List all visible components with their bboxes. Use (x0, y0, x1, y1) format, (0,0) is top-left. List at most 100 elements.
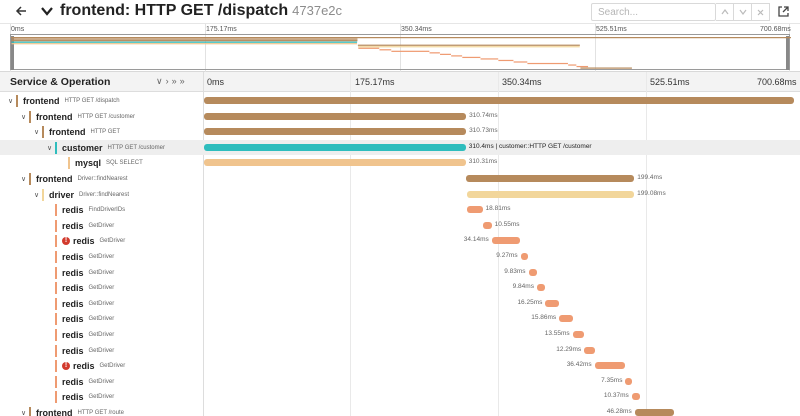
span-name-cell[interactable]: redis GetDriver (47, 360, 125, 373)
column-divider[interactable] (203, 72, 204, 416)
span-bar[interactable] (482, 221, 492, 229)
span-row[interactable]: ∨ frontend HTTP GET /route 46.28ms (0, 405, 800, 416)
span-duration-label: 7.35ms (601, 376, 623, 384)
span-bar[interactable] (466, 206, 483, 214)
span-row[interactable]: redis GetDriver 12.29ms (0, 343, 800, 359)
external-link-icon[interactable] (777, 5, 790, 18)
span-row[interactable]: redis GetDriver 9.84ms (0, 280, 800, 296)
span-name-cell[interactable]: redis GetDriver (47, 344, 114, 357)
span-name-cell[interactable]: ∨ frontend Driver::findNearest (21, 173, 128, 185)
operation-name: FindDriverIDs (88, 207, 126, 214)
span-bar[interactable] (466, 175, 635, 182)
span-name-cell[interactable]: redis GetDriver (47, 391, 114, 404)
minimap-left-handle[interactable] (11, 36, 14, 70)
span-row[interactable]: redis GetDriver 34.14ms (0, 233, 800, 249)
span-row[interactable]: ∨ customer HTTP GET /customer 310.4ms | cus… (0, 139, 800, 156)
span-bar[interactable] (204, 112, 467, 120)
error-icon (62, 361, 70, 371)
span-name-cell[interactable]: ∨ frontend HTTP GET /customer (21, 110, 135, 123)
span-duration-label: 36.42ms (566, 361, 592, 369)
span-row[interactable]: ∨ frontend Driver::findNearest 199.4ms (0, 171, 800, 187)
expand-one-icon[interactable]: › (165, 76, 172, 86)
prev-result-button[interactable] (716, 3, 734, 21)
collapse-all-icon[interactable]: » (171, 76, 180, 86)
search-input[interactable] (591, 3, 716, 21)
span-name-cell[interactable]: redis GetDriver (47, 251, 114, 263)
chevron-down-icon[interactable]: ∨ (21, 176, 27, 183)
span-bar[interactable] (204, 159, 466, 167)
span-row[interactable]: redis GetDriver 9.27ms (0, 249, 800, 265)
span-row[interactable]: redis FindDriverIDs 18.81ms (0, 202, 800, 218)
span-bar[interactable] (204, 143, 466, 151)
chevron-down-icon[interactable]: ∨ (8, 98, 14, 105)
span-bar[interactable] (466, 190, 635, 198)
span-bar[interactable] (634, 409, 674, 416)
span-bar[interactable] (572, 331, 585, 338)
span-name-cell[interactable]: mysql SQL SELECT (60, 157, 143, 170)
span-row[interactable]: redis GetDriver 15.86ms (0, 311, 800, 327)
span-row[interactable]: ∨ frontend HTTP GET /customer 310.74ms (0, 109, 800, 125)
span-name-cell[interactable]: ∨ driver Driver::findNearest (34, 188, 129, 201)
span-bar[interactable] (204, 128, 467, 136)
span-name-cell[interactable]: redis GetDriver (47, 375, 114, 388)
span-name-cell[interactable]: ∨ customer HTTP GET /customer (47, 141, 165, 154)
span-name-cell[interactable]: redis GetDriver (47, 297, 114, 310)
span-name-cell[interactable]: redis GetDriver (47, 219, 114, 232)
span-bar[interactable] (594, 362, 626, 370)
service-name: frontend (23, 96, 60, 106)
span-name-cell[interactable]: redis FindDriverIDs (47, 204, 126, 217)
span-bar[interactable] (536, 284, 546, 292)
operation-name: HTTP GET (90, 129, 121, 136)
span-bar[interactable] (631, 393, 641, 401)
chevron-down-icon[interactable]: ∨ (21, 113, 27, 121)
span-bar[interactable] (545, 299, 560, 307)
span-row[interactable]: redis GetDriver 13.55ms (0, 327, 800, 343)
minimap-viewport[interactable] (10, 34, 791, 70)
service-name: frontend (36, 111, 73, 122)
span-duration-label: 16.25ms (517, 298, 543, 306)
span-bar[interactable] (584, 346, 595, 354)
chevron-down-icon[interactable]: ∨ (34, 129, 40, 137)
clear-search-button[interactable] (752, 3, 770, 21)
chevron-down-icon[interactable]: ∨ (47, 144, 53, 152)
span-row[interactable]: redis GetDriver 7.35ms (0, 374, 800, 390)
span-name-cell[interactable]: redis GetDriver (47, 282, 114, 295)
chevron-down-icon[interactable]: ∨ (21, 410, 27, 416)
span-row[interactable]: redis GetDriver 36.42ms (0, 358, 800, 374)
span-name-cell[interactable]: ∨ frontend HTTP GET /dispatch (8, 95, 120, 107)
span-name-cell[interactable]: ∨ frontend HTTP GET (34, 126, 121, 139)
span-row[interactable]: redis GetDriver 9.83ms (0, 265, 800, 281)
span-row[interactable]: ∨ driver Driver::findNearest 199.08ms (0, 187, 800, 203)
minimap-tick: 350.34ms (401, 26, 432, 33)
span-name-cell[interactable]: redis GetDriver (47, 329, 114, 341)
span-bar[interactable] (520, 253, 529, 260)
expand-all-icon[interactable]: » (179, 76, 188, 86)
next-result-button[interactable] (734, 3, 752, 21)
span-duration-label: 9.27ms (496, 252, 518, 259)
span-row[interactable]: ∨ frontend HTTP GET /dispatch (0, 93, 800, 109)
span-bar[interactable] (491, 237, 521, 245)
span-bar[interactable] (528, 268, 537, 276)
span-bar[interactable] (204, 97, 794, 104)
span-name-cell[interactable]: ∨ frontend HTTP GET /route (21, 407, 124, 416)
chevron-down-icon[interactable]: ∨ (34, 191, 40, 199)
trace-minimap[interactable]: 0ms 175.17ms 350.34ms 525.51ms 700.68ms (0, 24, 800, 72)
ruler-tick: 350.34ms (502, 77, 542, 87)
collapse-one-icon[interactable]: ∨ (156, 76, 166, 86)
span-row[interactable]: redis GetDriver 10.55ms (0, 218, 800, 234)
span-bar[interactable] (625, 377, 632, 385)
span-name-cell[interactable]: redis GetDriver (47, 266, 114, 279)
span-bar[interactable] (559, 315, 573, 323)
span-row[interactable]: mysql SQL SELECT 310.31ms (0, 155, 800, 171)
back-arrow-icon[interactable] (14, 4, 28, 18)
span-row[interactable]: redis GetDriver 10.37ms (0, 389, 800, 405)
span-duration-label: 310.73ms (469, 127, 498, 135)
tree-controls[interactable]: ∨›»» (156, 76, 188, 87)
service-name: driver (49, 189, 75, 200)
minimap-right-handle[interactable] (786, 36, 789, 70)
span-name-cell[interactable]: redis GetDriver (47, 313, 114, 326)
span-row[interactable]: redis GetDriver 16.25ms (0, 296, 800, 312)
span-row[interactable]: ∨ frontend HTTP GET 310.73ms (0, 124, 800, 140)
span-name-cell[interactable]: redis GetDriver (47, 235, 125, 248)
chevron-down-icon[interactable] (40, 5, 54, 17)
